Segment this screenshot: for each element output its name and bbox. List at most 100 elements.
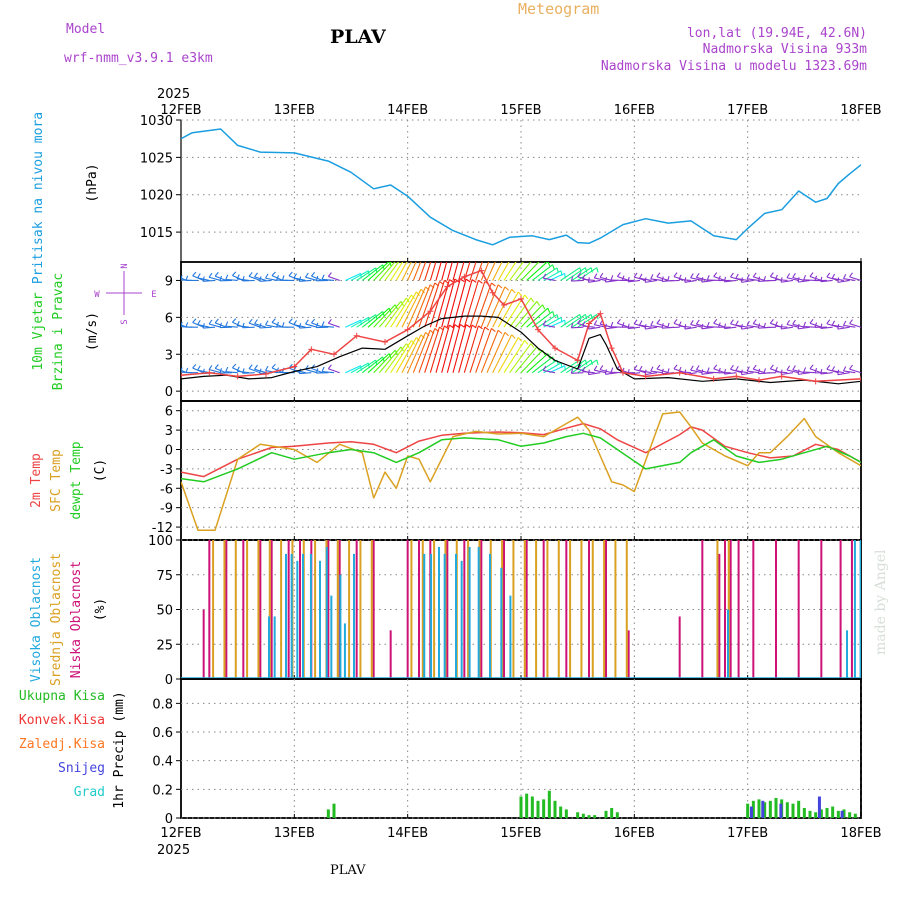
y-tick-wind-2: 6 — [165, 311, 173, 326]
y-tick-temperature-4: 0 — [165, 443, 173, 458]
wind-barb-tick — [315, 368, 319, 374]
bar-precip-0 — [536, 800, 540, 818]
wind-barb — [463, 325, 479, 373]
wind-barb — [259, 279, 272, 282]
wind-barb — [628, 279, 641, 283]
bar-precip-0 — [519, 796, 523, 818]
wind-barb-tick — [531, 251, 534, 255]
bar-cloud-0 — [225, 540, 228, 679]
ylabel-temperature-2: dewpt Temp — [69, 441, 84, 519]
wind-barb-tick — [271, 363, 276, 369]
gust-marker — [427, 308, 434, 315]
wind-barb-tick — [673, 319, 678, 324]
series-wind-0 — [181, 315, 861, 385]
bar-precip-1 — [779, 803, 783, 818]
wind-barb — [458, 279, 473, 328]
wind-barb-tick — [192, 271, 197, 277]
wind-barb — [475, 262, 483, 281]
wind-barb — [469, 326, 486, 373]
wind-barb-tick — [695, 365, 700, 370]
wind-barb-tick — [809, 272, 814, 277]
wind-barb — [395, 262, 408, 281]
wind-barb-tick — [684, 277, 687, 283]
wind-barb-tick — [701, 277, 704, 283]
wind-barb-tick — [826, 272, 831, 278]
bar-cloud-0 — [752, 540, 755, 679]
wind-barb-tick — [459, 323, 465, 328]
wind-barb — [458, 324, 473, 373]
wind-barb-tick — [265, 320, 269, 326]
wind-barb — [328, 322, 340, 328]
made-by-label: made by Angel — [873, 549, 889, 655]
y-tick-pressure-2: 1025 — [140, 151, 173, 166]
wind-barb — [645, 279, 658, 283]
yunit-cloud: (%) — [93, 598, 108, 621]
y-tick-temperature-6: 6 — [165, 405, 173, 420]
wind-barb — [458, 262, 465, 281]
wind-barb-tick — [466, 232, 470, 235]
wind-barb-tick — [769, 272, 774, 277]
wind-barb — [463, 280, 479, 328]
wind-barb — [480, 330, 499, 373]
wind-barb — [305, 368, 318, 374]
wind-barb — [463, 262, 471, 281]
wind-barb — [429, 325, 445, 373]
wind-barb — [837, 372, 850, 376]
wind-barb — [843, 370, 856, 374]
wind-barb — [181, 372, 182, 373]
wind-barb — [560, 267, 581, 281]
bar-cloud-2 — [343, 623, 346, 679]
wind-barb — [526, 262, 548, 281]
wind-barb-tick — [169, 366, 171, 370]
wind-barb — [395, 291, 417, 328]
wind-barb-tick — [185, 275, 189, 281]
gust-marker — [733, 373, 740, 380]
wind-barb — [242, 372, 255, 374]
wind-barb-tick — [465, 324, 471, 328]
wind-barb-tick — [831, 320, 836, 326]
bar-cloud-0 — [480, 540, 483, 679]
wind-barb-tick — [849, 319, 853, 324]
bar-precip-0 — [814, 812, 818, 818]
wind-barb — [435, 262, 442, 281]
wind-barb-tick — [621, 275, 625, 281]
wind-barb-tick — [577, 319, 582, 324]
wind-barb-tick — [763, 275, 766, 282]
wind-barb-tick — [650, 366, 654, 372]
bar-precip-0 — [751, 800, 755, 818]
wind-barb — [577, 313, 598, 328]
wind-barb — [781, 326, 794, 330]
bar-cloud-0 — [503, 540, 505, 679]
wind-barb-tick — [577, 272, 582, 277]
wind-barb — [701, 279, 714, 283]
wind-barb-tick — [610, 275, 614, 281]
wind-barb-tick — [570, 368, 574, 374]
wind-barb-tick — [706, 321, 710, 327]
wind-barb-tick — [421, 243, 425, 247]
wind-barb-tick — [504, 331, 509, 337]
wind-barb — [514, 262, 532, 281]
wind-barb — [350, 270, 369, 281]
wind-barb-tick — [792, 319, 796, 325]
wind-barb-tick — [444, 234, 448, 237]
y-tick-temperature-3: -3 — [160, 463, 173, 478]
y-tick-pressure-3: 1030 — [140, 114, 173, 129]
bar-cloud-1 — [535, 540, 538, 679]
bar-cloud-1 — [625, 540, 628, 679]
wind-barb — [469, 262, 477, 281]
wind-barb — [781, 279, 794, 283]
wind-barb-tick — [411, 248, 414, 252]
bar-cloud-2 — [296, 560, 299, 679]
wind-barb — [594, 369, 607, 374]
x-tick-bottom-5: 17FEB — [727, 826, 768, 841]
wind-barb — [208, 368, 221, 374]
wind-barb — [452, 278, 467, 328]
wind-barb — [469, 281, 486, 328]
wind-barb — [531, 264, 553, 281]
wind-barb — [566, 267, 586, 281]
wind-barb — [390, 294, 412, 328]
wind-barb-tick — [311, 318, 316, 324]
y-tick-wind-1: 3 — [165, 348, 173, 363]
wind-barb-tick — [472, 233, 476, 236]
wind-barb — [707, 279, 720, 282]
